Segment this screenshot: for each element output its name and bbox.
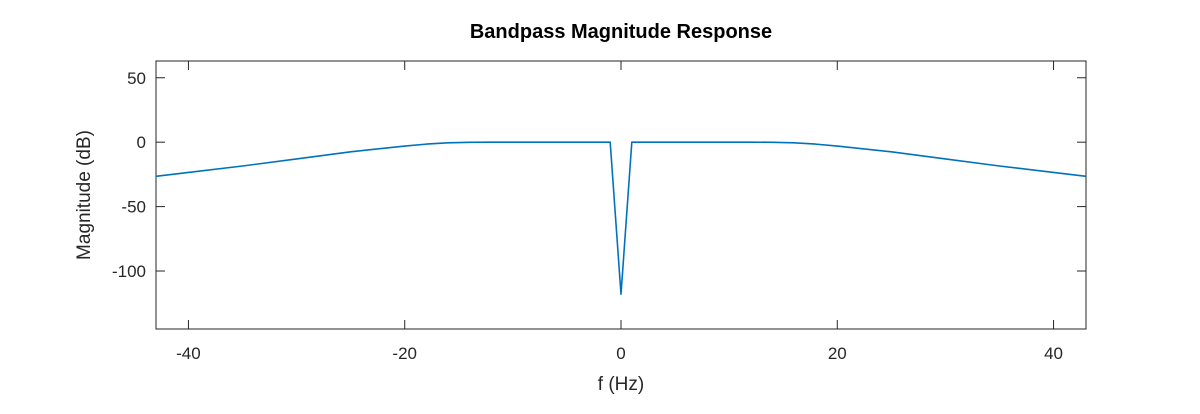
y-tick-label: -100 bbox=[112, 262, 146, 281]
x-tick-label: -40 bbox=[176, 344, 201, 363]
x-tick-label: 40 bbox=[1044, 344, 1063, 363]
axis-tick-labels: -40 -20 0 20 40 50 0 -50 -100 bbox=[112, 69, 1063, 363]
y-tick-label: 0 bbox=[137, 133, 146, 152]
magnitude-series-line bbox=[155, 141, 1087, 296]
x-tick-label: -20 bbox=[392, 344, 417, 363]
x-axis-label: f (Hz) bbox=[598, 374, 644, 395]
y-tick-label: -50 bbox=[121, 198, 146, 217]
y-axis-label: Magnitude (dB) bbox=[74, 130, 95, 260]
x-tick-label: 0 bbox=[616, 344, 625, 363]
chart-title: Bandpass Magnitude Response bbox=[470, 21, 772, 43]
x-tick-label: 20 bbox=[828, 344, 847, 363]
y-tick-label: 50 bbox=[127, 69, 146, 88]
axis-ticks bbox=[156, 61, 1086, 329]
